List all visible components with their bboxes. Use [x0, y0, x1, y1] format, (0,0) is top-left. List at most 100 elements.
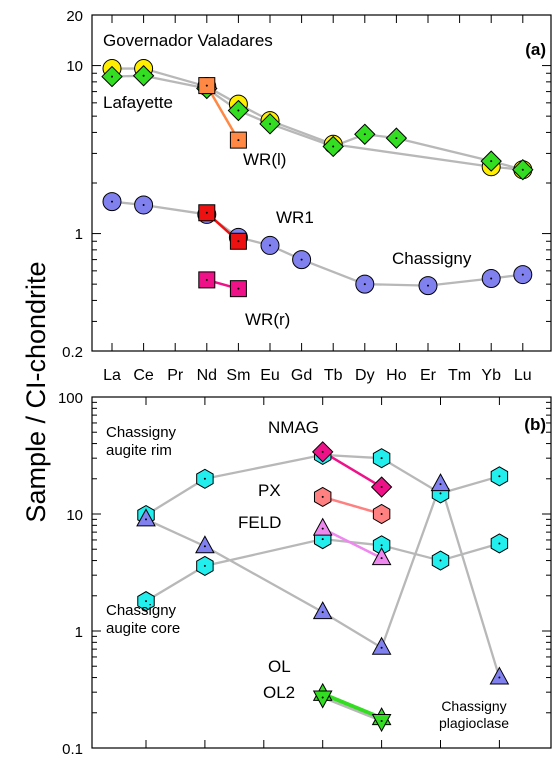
point-nmag-sm-dot	[380, 486, 383, 489]
point-chassigny-augite-rim-sm-dot	[380, 457, 383, 460]
point-chassigny-plagioclase-ce-dot	[203, 545, 206, 548]
x-tick-label-gd: Gd	[291, 367, 312, 384]
x-tick-label-sm: Sm	[226, 367, 250, 384]
point-wr1-nd-dot	[205, 211, 208, 214]
panel-a: (a) 20 10 1 0.2 Governador Valadares Laf…	[62, 8, 552, 361]
point-chassigny-augite-core-gd-dot	[498, 542, 501, 545]
point-chassigny-plagioclase-la-dot	[145, 518, 147, 521]
point-lafayette-eu-dot	[269, 122, 271, 125]
point-chassigny-plagioclase-la	[136, 508, 156, 527]
label-governador-valadares: Governador Valadares	[103, 31, 273, 50]
point-lafayette-yb-dot	[490, 160, 493, 163]
series-line-ol	[321, 692, 383, 720]
x-tick-label-yb: Yb	[481, 367, 501, 384]
point-chassigny-eu-dot	[269, 244, 271, 247]
ytick-b-1: 1	[75, 624, 83, 641]
point-ol2-sm-dot	[380, 720, 383, 723]
point-chassigny-augite-rim-gd-dot	[498, 475, 501, 478]
point-chassigny-augite-core-la-dot	[145, 600, 147, 603]
ytick-a-20: 20	[66, 8, 83, 25]
x-tick-label-ce: Ce	[133, 367, 154, 384]
ytick-a-0.2: 0.2	[62, 344, 83, 361]
series-line-wr-l	[205, 84, 240, 141]
x-tick-label-ho: Ho	[386, 367, 407, 384]
y-axis-title: Sample / CI-chondrite	[21, 261, 51, 522]
point-ol2-nd-dot	[321, 696, 324, 699]
point-chassigny-ce-dot	[142, 203, 145, 206]
point-lafayette-tb-dot	[332, 145, 335, 148]
point-chassigny-plagioclase-ce	[195, 535, 215, 554]
label-chassigny-rim-1: Chassigny	[106, 424, 177, 441]
point-wr-l-sm-dot	[237, 139, 240, 142]
x-tick-label-tb: Tb	[324, 367, 343, 384]
label-chassigny-core-2: augite core	[106, 620, 180, 637]
point-wr-l-nd-dot	[205, 84, 208, 87]
point-ol2-nd	[312, 690, 333, 709]
point-chassigny-augite-rim-eu-dot	[439, 492, 442, 495]
panel-b-frame	[91, 396, 552, 749]
x-tick-label-eu: Eu	[260, 367, 280, 384]
label-wr-r: WR(r)	[245, 310, 290, 329]
point-chassigny-plagioclase-nd-dot	[321, 611, 324, 614]
point-chassigny-augite-core-sm-dot	[380, 544, 383, 547]
x-tick-label-lu: Lu	[514, 367, 532, 384]
ytick-b-100: 100	[58, 390, 83, 407]
point-chassigny-augite-core-nd-dot	[321, 538, 324, 541]
point-lafayette-lu-dot	[521, 168, 524, 171]
point-chassigny-augite-core-ce-dot	[203, 564, 206, 567]
label-chassigny-a: Chassigny	[392, 249, 472, 268]
label-ol: OL	[268, 657, 291, 676]
ytick-b-10: 10	[66, 507, 83, 524]
series-line-chassigny-plagioclase	[145, 482, 501, 678]
label-chassigny-rim-2: augite rim	[106, 442, 172, 459]
x-tick-label-dy: Dy	[355, 367, 375, 384]
series-line-feld	[322, 527, 383, 560]
point-chassigny-plagioclase-sm	[371, 636, 392, 655]
label-feld: FELD	[238, 513, 281, 532]
label-chassigny-core-1: Chassigny	[106, 602, 177, 619]
point-lafayette-ho-dot	[395, 137, 398, 140]
point-lafayette-sm-dot	[237, 109, 240, 112]
point-chassigny-er-dot	[427, 284, 429, 287]
panel-b: (b) 100 10 1 0.1 Chassigny augite rim Ch…	[58, 390, 552, 758]
point-chassigny-augite-core-eu-dot	[439, 559, 442, 562]
series-line-chassigny-augite-rim	[145, 453, 500, 517]
point-ol2-sm	[371, 714, 392, 733]
point-wr-r-sm-dot	[237, 287, 240, 290]
point-chassigny-la-dot	[111, 200, 113, 203]
point-chassigny-yb-dot	[490, 277, 493, 280]
label-wr-l: WR(l)	[243, 150, 286, 169]
series-line-lafayette	[111, 74, 524, 171]
point-chassigny-plagioclase-gd-dot	[498, 676, 501, 679]
point-lafayette-la-dot	[111, 75, 113, 78]
label-nmag: NMAG	[268, 418, 319, 437]
point-chassigny-augite-rim-ce-dot	[203, 477, 206, 480]
point-lafayette-dy-dot	[363, 133, 366, 136]
point-wr1-sm-dot	[237, 240, 240, 243]
x-tick-label-la: La	[103, 367, 121, 384]
point-chassigny-plagioclase-gd	[489, 666, 510, 685]
point-chassigny-plagioclase-eu-dot	[439, 483, 442, 486]
point-px-sm-dot	[380, 513, 383, 515]
series-line-nmag	[322, 450, 383, 489]
point-chassigny-gd-dot	[300, 258, 303, 261]
series-line-px	[322, 495, 382, 516]
point-feld-nd-dot	[321, 527, 324, 530]
point-nmag-nd-dot	[321, 450, 324, 453]
point-lafayette-ce-dot	[142, 74, 145, 77]
label-chassigny-plag-2: plagioclase	[439, 715, 509, 731]
ytick-a-1: 1	[75, 226, 83, 243]
ytick-a-10: 10	[66, 58, 83, 75]
panel-a-tag: (a)	[525, 40, 546, 59]
label-ol2: OL2	[263, 683, 295, 702]
point-wr-r-nd-dot	[205, 278, 208, 281]
ytick-b-0.1: 0.1	[62, 741, 83, 758]
series-line-chassigny	[111, 200, 523, 287]
point-chassigny-lu-dot	[521, 273, 524, 276]
point-chassigny-plagioclase-eu	[430, 473, 451, 492]
label-wr1: WR1	[276, 208, 314, 227]
label-px: PX	[258, 481, 281, 500]
point-chassigny-dy-dot	[363, 283, 366, 286]
point-feld-sm-dot	[380, 557, 383, 560]
